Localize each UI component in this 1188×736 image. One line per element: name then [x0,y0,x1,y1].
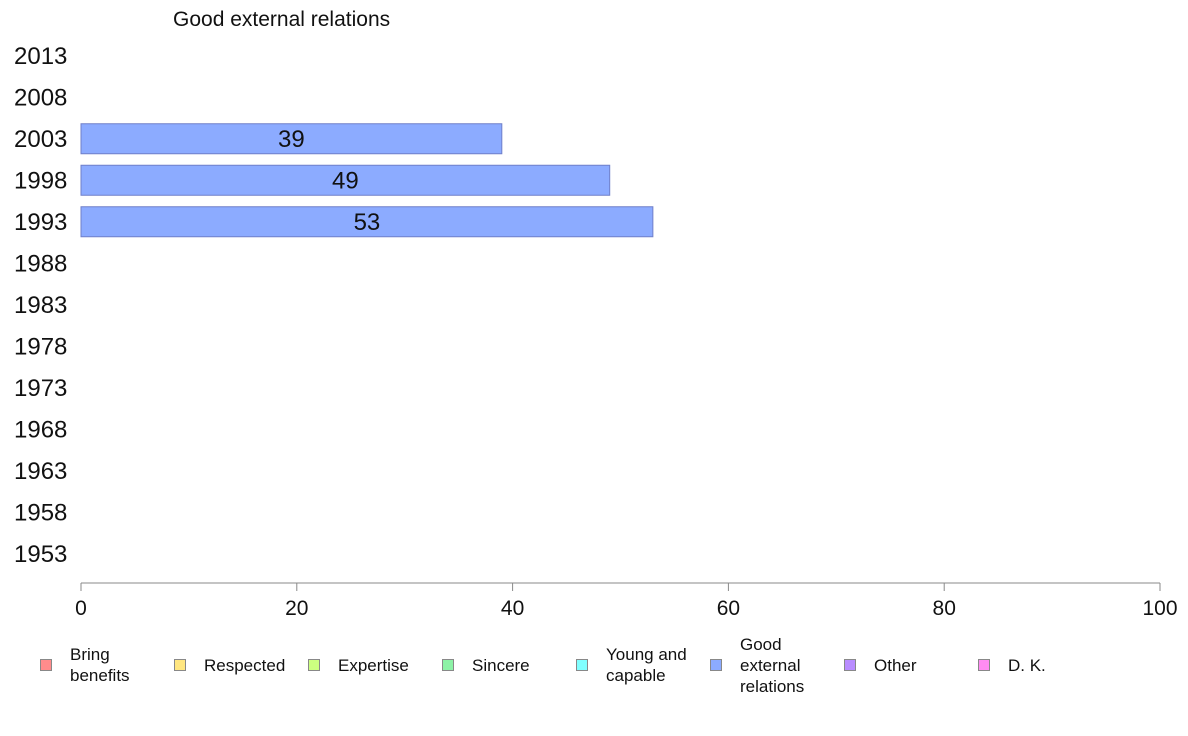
legend-item: Young and capable [576,644,687,686]
legend-item: Sincere [442,655,530,676]
legend-swatch [978,659,990,671]
y-tick-label: 1993 [14,209,67,236]
x-tick-label: 0 [75,597,87,620]
y-tick-label: 1988 [14,250,67,277]
legend-label: Expertise [338,655,409,675]
bar [80,164,611,196]
bar-value-label: 39 [278,126,305,153]
y-tick-label: 1978 [14,333,67,360]
legend-item: Good external relations [710,634,804,697]
x-tick-label: 20 [285,597,308,620]
bar-value-label: 53 [354,209,381,236]
x-tick-label: 60 [717,597,740,620]
bar [80,206,654,238]
legend-swatch [844,659,856,671]
y-tick-label: 2013 [14,43,67,70]
legend-item: Expertise [308,655,409,676]
x-tick-label: 40 [501,597,524,620]
legend-item: D. K. [978,655,1046,676]
legend-label: Good external relations [740,634,805,696]
legend-item: Respected [174,655,285,676]
legend-item: Other [844,655,917,676]
legend-swatch [308,659,320,671]
y-tick-label: 1953 [14,541,67,568]
y-tick-label: 1963 [14,458,67,485]
y-tick-label: 1998 [14,167,67,194]
bar-chart: Good external relations 2013 2008 2003 1998… [14,8,1178,620]
y-tick-label: 1968 [14,416,67,443]
y-tick-label: 2003 [14,126,67,153]
legend: Bring benefits Respected Expertise Sincere Y… [0,630,1188,710]
x-tick-label: 100 [1142,597,1177,620]
legend-item: Bring benefits [40,644,130,686]
legend-swatch [174,659,186,671]
legend-label: D. K. [1008,655,1046,675]
legend-swatch [442,659,454,671]
legend-label: Young and capable [606,645,687,685]
legend-label: Bring benefits [70,645,130,685]
legend-label: Respected [204,655,286,675]
y-tick-label: 2008 [14,84,67,111]
legend-label: Sincere [472,655,530,675]
chart-title: Good external relations [173,8,390,31]
bar [80,123,503,155]
y-tick-label: 1958 [14,499,67,526]
y-tick-label: 1983 [14,292,67,319]
legend-swatch [576,659,588,671]
x-tick-label: 80 [933,597,956,620]
y-tick-label: 1973 [14,375,67,402]
bar-value-label: 49 [332,167,359,194]
legend-swatch [710,659,722,671]
legend-label: Other [874,655,917,675]
legend-swatch [40,659,52,671]
